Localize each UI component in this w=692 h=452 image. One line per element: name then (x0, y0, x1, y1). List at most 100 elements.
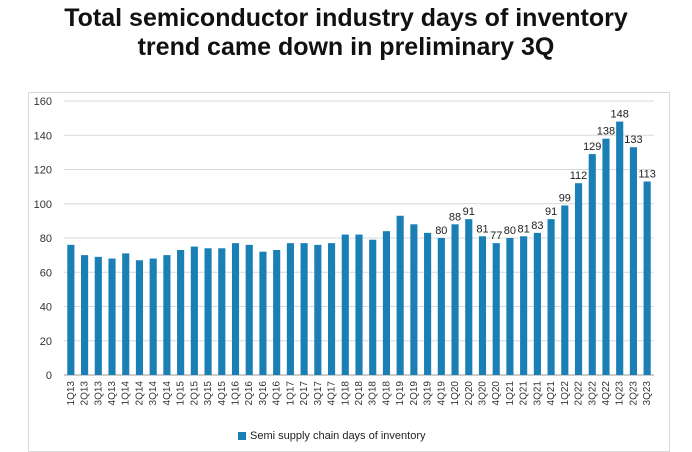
x-tick-label: 1Q19 (395, 381, 406, 406)
x-tick-label: 2Q17 (299, 381, 310, 406)
bar (574, 183, 583, 375)
bar (218, 248, 226, 375)
data-label: 138 (597, 126, 615, 138)
x-tick-label: 3Q15 (203, 381, 214, 406)
bar (190, 246, 198, 375)
bar (616, 121, 624, 375)
bar (410, 224, 418, 375)
x-tick-label: 1Q22 (560, 381, 571, 406)
x-tick-label: 1Q15 (176, 381, 187, 406)
x-tick-label: 3Q20 (477, 381, 488, 406)
y-tick-label: 0 (46, 370, 52, 382)
data-label: 77 (490, 230, 502, 242)
bar (327, 243, 336, 375)
bar (122, 253, 130, 375)
x-tick-label: 2Q13 (80, 381, 91, 406)
x-tick-label: 4Q19 (436, 381, 447, 406)
bar (259, 251, 267, 375)
bar (163, 255, 171, 375)
bar (177, 249, 185, 375)
x-tick-label: 3Q22 (587, 381, 598, 406)
x-tick-label: 2Q19 (409, 381, 420, 406)
x-tick-label: 3Q17 (313, 381, 324, 406)
x-tick-label: 4Q16 (272, 381, 283, 406)
x-tick-label: 1Q14 (121, 381, 132, 406)
x-tick-label: 1Q20 (450, 381, 461, 406)
x-tick-label: 2Q20 (464, 381, 475, 406)
x-tick-label: 2Q16 (244, 381, 255, 406)
bar (204, 248, 212, 375)
x-tick-label: 3Q23 (642, 381, 653, 406)
data-label: 83 (531, 220, 543, 232)
x-tick-label: 3Q13 (93, 381, 104, 406)
bar (533, 232, 541, 375)
x-tick-label: 4Q14 (162, 381, 173, 406)
bar (602, 138, 610, 375)
data-label: 91 (545, 206, 557, 218)
x-tick-label: 1Q23 (615, 381, 626, 406)
bar (437, 238, 445, 375)
bar (355, 234, 363, 375)
x-tick-label: 4Q21 (546, 381, 557, 406)
x-tick-label: 1Q18 (340, 381, 351, 406)
x-tick-label: 2Q22 (574, 381, 585, 406)
y-tick-label: 40 (40, 302, 52, 314)
x-tick-label: 3Q14 (148, 381, 159, 406)
x-tick-label: 2Q15 (189, 381, 200, 406)
x-tick-label: 2Q23 (628, 381, 639, 406)
legend: Semi supply chain days of inventory (238, 430, 425, 442)
x-tick-label: 1Q21 (505, 381, 516, 406)
bar (314, 244, 322, 375)
bar (478, 236, 487, 375)
bar (520, 236, 528, 375)
x-tick-label: 1Q17 (285, 381, 296, 406)
x-tick-label: 4Q18 (381, 381, 392, 406)
data-label: 81 (476, 223, 488, 235)
x-tick-label: 4Q17 (327, 381, 338, 406)
y-tick-label: 120 (34, 165, 52, 177)
bar (561, 205, 569, 375)
y-tick-label: 80 (40, 233, 52, 245)
data-label: 129 (583, 141, 601, 153)
x-tick-label: 4Q22 (601, 381, 612, 406)
y-tick-label: 140 (34, 130, 52, 142)
data-label: 91 (463, 206, 475, 218)
x-tick-label: 3Q21 (532, 381, 543, 406)
legend-label: Semi supply chain days of inventory (250, 430, 426, 442)
data-label: 88 (449, 211, 461, 223)
bar (286, 243, 294, 375)
x-tick-label: 1Q16 (231, 381, 242, 406)
bar (231, 243, 240, 375)
bar (300, 243, 308, 375)
chart-title-line-2: trend came down in preliminary 3Q (137, 33, 555, 61)
bar (588, 154, 596, 375)
data-label: 113 (638, 168, 656, 180)
bar (465, 219, 473, 375)
bar (67, 244, 75, 375)
x-tick-label: 2Q14 (134, 381, 145, 406)
data-label: 81 (518, 223, 530, 235)
bar (94, 256, 102, 375)
data-label: 80 (435, 225, 447, 237)
data-label: 112 (570, 170, 588, 182)
chart-title: Total semiconductor industry days of inv… (0, 4, 692, 62)
x-tick-label: 3Q16 (258, 381, 269, 406)
x-tick-label: 3Q18 (368, 381, 379, 406)
bar (81, 255, 89, 375)
data-label: 80 (504, 225, 516, 237)
bar (629, 147, 637, 375)
chart-title-line-1: Total semiconductor industry days of inv… (64, 4, 628, 32)
bar (369, 239, 377, 375)
bar (643, 181, 651, 375)
bar (547, 219, 555, 375)
data-label: 148 (611, 109, 629, 121)
bar (135, 260, 144, 375)
bar (424, 232, 432, 375)
x-tick-label: 3Q19 (423, 381, 434, 406)
bar (341, 234, 349, 375)
bar (245, 244, 253, 375)
bar (149, 258, 157, 375)
x-tick-label: 1Q13 (66, 381, 77, 406)
bar (506, 238, 514, 375)
